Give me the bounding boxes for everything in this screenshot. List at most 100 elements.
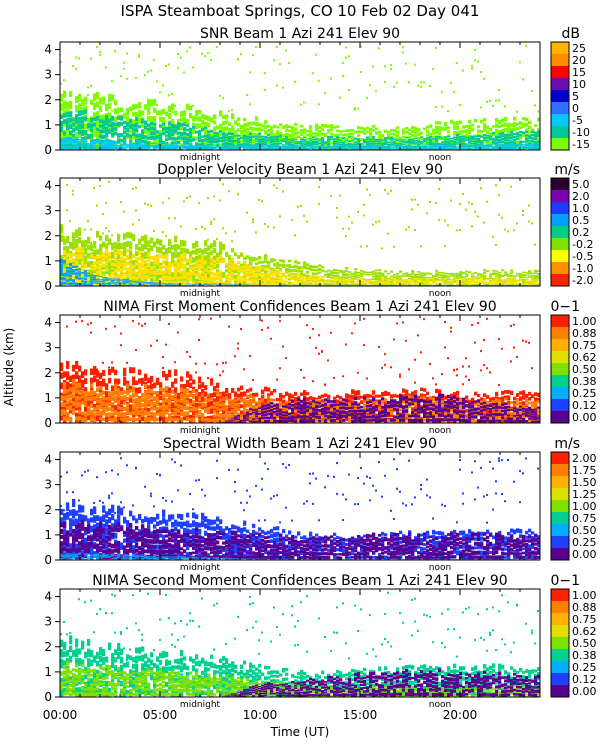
heatmap-cell	[414, 273, 418, 277]
heatmap-cell	[267, 270, 271, 273]
heatmap-cell	[87, 144, 91, 147]
heatmap-cell	[231, 276, 235, 281]
heatmap-cell	[228, 277, 232, 282]
heatmap-cell	[456, 149, 460, 150]
heatmap-cell	[432, 149, 436, 150]
heatmap-cell	[147, 123, 151, 127]
heatmap-cell	[381, 280, 385, 282]
heatmap-cell	[207, 122, 211, 128]
heatmap-cell	[345, 137, 349, 141]
heatmap-cell	[141, 143, 145, 145]
heatmap-cell	[489, 279, 493, 281]
heatmap-cell	[225, 148, 229, 150]
heatmap-cell	[159, 133, 163, 138]
heatmap-cell	[201, 265, 205, 269]
heatmap-cell	[273, 144, 277, 146]
heatmap-cell	[138, 281, 142, 283]
heatmap-cell	[396, 144, 400, 147]
heatmap-cell	[324, 143, 328, 145]
heatmap-cell	[126, 255, 130, 260]
heatmap-cell	[258, 133, 262, 136]
heatmap-cell	[483, 133, 487, 137]
heatmap-cell	[300, 269, 304, 273]
heatmap-cell	[135, 257, 139, 261]
heatmap-cell	[228, 127, 232, 134]
heatmap-cell	[63, 250, 67, 255]
heatmap-cell	[177, 276, 181, 281]
heatmap-cell	[111, 284, 115, 286]
heatmap-cell	[465, 281, 469, 283]
heatmap-cell	[435, 125, 439, 131]
heatmap-cell	[438, 143, 442, 145]
heatmap-cell	[468, 279, 472, 281]
heatmap-speckle	[138, 55, 140, 58]
heatmap-cell	[129, 285, 133, 286]
heatmap-cell	[168, 105, 172, 113]
heatmap-cell	[267, 279, 271, 282]
heatmap-speckle	[345, 235, 347, 238]
heatmap-cell	[366, 147, 370, 149]
heatmap-cell	[402, 141, 406, 144]
heatmap-cell	[399, 148, 403, 149]
heatmap-cell	[222, 139, 226, 143]
heatmap-cell	[453, 143, 457, 145]
heatmap-cell	[435, 148, 439, 150]
heatmap-cell	[183, 144, 187, 146]
heatmap-cell	[210, 266, 214, 271]
heatmap-cell	[426, 279, 430, 281]
heatmap-cell	[90, 143, 94, 145]
heatmap-cell	[414, 279, 418, 281]
heatmap-cell	[144, 265, 148, 271]
heatmap-cell	[60, 126, 64, 133]
heatmap-cell	[198, 130, 202, 134]
heatmap-cell	[60, 281, 64, 286]
heatmap-speckle	[99, 185, 101, 188]
heatmap-speckle	[69, 220, 71, 223]
heatmap-cell	[174, 260, 178, 265]
heatmap-cell	[477, 146, 481, 148]
heatmap-cell	[486, 139, 490, 142]
heatmap-cell	[492, 269, 496, 272]
heatmap-cell	[297, 135, 301, 138]
heatmap-cell	[333, 271, 337, 274]
heatmap-cell	[249, 135, 253, 139]
heatmap-cell	[312, 136, 316, 139]
heatmap-cell	[489, 135, 493, 138]
heatmap-cell	[303, 128, 307, 132]
heatmap-speckle	[132, 223, 134, 226]
heatmap-cell	[270, 145, 274, 148]
heatmap-cell	[153, 260, 157, 265]
heatmap-cell	[114, 278, 118, 280]
heatmap-cell	[450, 279, 454, 281]
heatmap-cell	[525, 117, 529, 121]
heatmap-cell	[414, 148, 418, 150]
heatmap-cell	[249, 264, 253, 269]
heatmap-cell	[354, 268, 358, 271]
heatmap-cell	[213, 148, 217, 150]
heatmap-cell	[444, 274, 448, 278]
heatmap-cell	[255, 127, 259, 132]
heatmap-cell	[477, 129, 481, 133]
heatmap-cell	[72, 128, 76, 133]
heatmap-cell	[321, 141, 325, 144]
heatmap-cell	[441, 147, 445, 149]
heatmap-cell	[204, 273, 208, 277]
heatmap-cell	[174, 235, 178, 243]
heatmap-cell	[417, 136, 421, 141]
heatmap-speckle	[411, 198, 413, 201]
heatmap-cell	[525, 123, 529, 127]
heatmap-cell	[450, 139, 454, 145]
heatmap-cell	[165, 254, 169, 260]
heatmap-cell	[237, 273, 241, 278]
heatmap-speckle	[90, 228, 92, 231]
heatmap-cell	[108, 238, 112, 245]
heatmap-cell	[471, 273, 475, 275]
heatmap-cell	[120, 147, 124, 149]
heatmap-cell	[213, 263, 217, 268]
heatmap-cell	[165, 147, 169, 149]
heatmap-cell	[93, 140, 97, 143]
heatmap-speckle	[87, 238, 89, 241]
heatmap-cell	[183, 145, 187, 149]
heatmap-cell	[162, 244, 166, 250]
heatmap-cell	[342, 270, 346, 274]
